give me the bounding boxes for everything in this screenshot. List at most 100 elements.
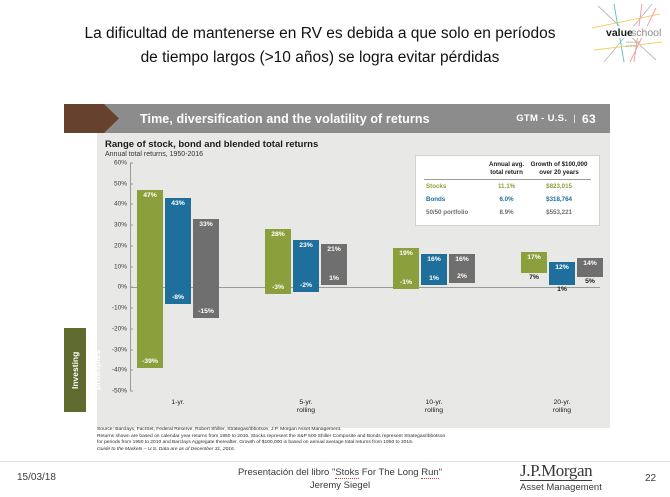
bar-stocks-2 <box>265 229 291 294</box>
value-school-logo: value school escuela de inversión <box>591 3 663 63</box>
source-note-line-2: Returns shown are based on calendar year… <box>97 433 446 439</box>
chart-card: Time, diversification and the volatility… <box>64 104 610 464</box>
chart-header-title: Time, diversification and the volatility… <box>140 111 430 126</box>
stat-row-label: 50/50 portfolio <box>426 209 469 216</box>
svg-text:escuela de: escuela de <box>626 40 641 44</box>
stat-col-avg-return: Annual avg. total return <box>486 161 528 180</box>
y-axis-tick: 50% <box>113 180 127 188</box>
footer-caption-post: " Jeremy Siegel <box>309 467 443 491</box>
stat-col-growth: Growth of $100,000 over 20 years <box>527 161 591 180</box>
bar-value-min: -8% <box>171 293 185 301</box>
footer-caption-misspelled-1: Stoks <box>335 467 360 479</box>
table-row: Stocks 11.1% $823,015 <box>424 180 591 194</box>
y-axis-tick: -20% <box>111 325 127 333</box>
bar-value-min: 1% <box>557 286 567 294</box>
bar-value-min: -1% <box>399 279 413 287</box>
bar-value-min: -2% <box>299 281 313 289</box>
logo-brand-bold: value <box>606 27 633 39</box>
bar-value-min: 5% <box>585 278 595 285</box>
bar-50-50-portfolio-1 <box>193 218 219 319</box>
x-axis-label: 5-yr. rolling <box>296 399 316 414</box>
bar-stocks-1 <box>137 189 163 369</box>
bar-value-min: -39% <box>142 358 158 366</box>
bar-value-min: -3% <box>271 283 285 291</box>
y-axis-line <box>130 163 131 391</box>
bar-50-50-portfolio-2 <box>321 243 347 286</box>
stat-row-label: Stocks <box>426 183 447 190</box>
footer-page-number: 22 <box>645 473 657 484</box>
y-axis-tick: 30% <box>113 221 127 229</box>
y-axis-tickmark <box>130 286 133 288</box>
bar-value-min: 1% <box>329 275 339 283</box>
bar-bonds-2 <box>293 239 319 292</box>
y-axis-tickmark <box>130 203 133 205</box>
stat-row-avg-return: 8.9% <box>499 209 514 216</box>
bar-value-min: 2% <box>457 273 467 281</box>
stat-row-avg-return: 6.0% <box>499 196 514 203</box>
y-axis-tick: -40% <box>111 366 127 374</box>
x-axis-label: 1-yr. <box>171 399 185 406</box>
bar-value-max: 21% <box>327 245 341 253</box>
page-title-line-1: La dificultad de mantenerse en RV es deb… <box>84 25 556 42</box>
bar-value-max: 12% <box>555 264 569 272</box>
chart-plot-area: Range of stock, bond and blended total r… <box>97 133 610 428</box>
stat-col-blank <box>424 161 486 180</box>
page-title-line-2: de tiempo largos (>10 años) se logra evi… <box>140 49 500 66</box>
logo-brand-light: school <box>631 27 661 39</box>
bar-50-50-portfolio-3 <box>449 254 475 284</box>
y-axis-tick: 20% <box>113 242 127 250</box>
chart-legend-stat-table: Annual avg. total return Growth of $100,0… <box>415 155 600 226</box>
svg-text:inversión: inversión <box>626 44 638 48</box>
stat-row-label: Bonds <box>426 196 446 203</box>
footer-date: 15/03/18 <box>17 472 56 483</box>
bar-value-min: 1% <box>429 275 439 283</box>
bar-value-max: 16% <box>427 256 441 264</box>
source-note-line-4: Guide to the Markets – U.S. Data are as … <box>97 446 236 452</box>
bar-value-max: 43% <box>171 200 185 208</box>
side-tab-investing-principles: Investing principles <box>64 328 102 412</box>
bar-value-max: 16% <box>455 256 469 264</box>
footer-caption-mid: For The Long <box>359 467 422 478</box>
y-axis-tickmark <box>130 224 133 226</box>
stat-row-growth: $318,764 <box>546 196 572 203</box>
bar-value-max: 19% <box>399 249 413 257</box>
bar-bonds-1 <box>165 198 191 304</box>
chart-header-band: Time, diversification and the volatility… <box>97 104 610 133</box>
source-note-line-3: for periods from 1950 to 2010 and Barcla… <box>97 440 414 446</box>
footer-divider <box>0 461 670 462</box>
bar-value-max: 17% <box>527 254 541 262</box>
chart-header-page: 63 <box>582 111 596 126</box>
bar-value-min: 7% <box>529 273 539 281</box>
bar-value-max: 23% <box>299 241 313 249</box>
jpmorgan-wordmark: J.P.Morgan <box>520 461 593 481</box>
chart-subtitle: Annual total returns, 1950-2016 <box>105 151 204 158</box>
y-axis-tick: -50% <box>111 387 127 395</box>
chart-title: Range of stock, bond and blended total r… <box>105 139 319 150</box>
y-axis-tickmark <box>130 349 133 351</box>
zero-baseline <box>130 287 600 289</box>
y-axis-tick: 40% <box>113 200 127 208</box>
jpmorgan-subtitle: Asset Management <box>520 482 602 493</box>
bar-value-min: -15% <box>198 308 214 316</box>
y-axis-tickmark <box>130 369 133 371</box>
source-note-line-1: Source: Barclays, FactSet, Federal Reser… <box>97 427 342 432</box>
table-row: Bonds 6.0% $318,764 <box>424 193 591 206</box>
stat-row-avg-return: 11.1% <box>497 183 516 190</box>
jpmorgan-logo: J.P.Morgan Asset Management <box>520 462 602 493</box>
bar-stocks-3 <box>393 247 419 290</box>
footer-caption: Presentación del libro "Stoks For The Lo… <box>225 466 455 492</box>
bar-value-max: 47% <box>143 191 157 199</box>
footer-caption-misspelled-2: Run <box>421 467 439 479</box>
y-axis-labels: 60% 50% 40% 30% 20% 10% 0% -10% -20% -30% -40% -50% <box>101 159 131 395</box>
y-axis-tickmark <box>130 307 133 309</box>
y-axis-tick: 60% <box>113 159 127 167</box>
bar-stocks-4 <box>521 252 547 273</box>
bar-value-max: 14% <box>583 260 597 268</box>
footer-caption-pre: Presentación del libro " <box>237 467 336 478</box>
bar-bonds-4 <box>549 262 575 286</box>
bar-value-max: 33% <box>199 220 213 228</box>
y-axis-tick: 0% <box>117 283 127 291</box>
side-tab-label: Investing principles <box>70 349 102 391</box>
y-axis-tick: 10% <box>113 263 127 271</box>
y-axis-tickmark <box>130 266 133 268</box>
